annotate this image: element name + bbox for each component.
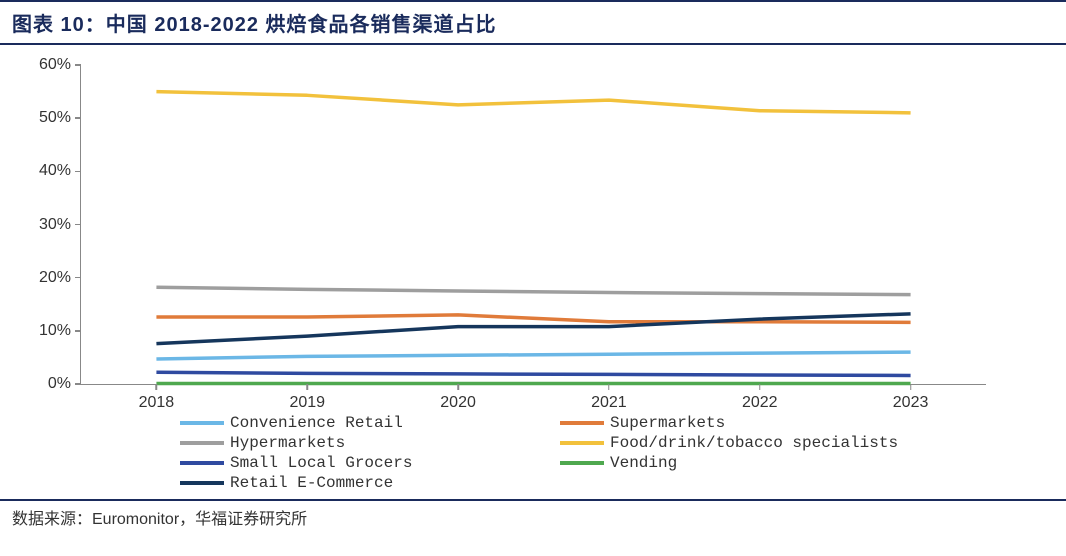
legend-label: Supermarkets	[610, 414, 725, 432]
legend-item: Small Local Grocers	[180, 453, 560, 473]
series-line	[156, 92, 910, 113]
y-tick-label: 0%	[21, 375, 71, 393]
legend: Convenience RetailSupermarketsHypermarke…	[180, 413, 940, 493]
x-tick-mark	[457, 384, 459, 390]
legend-label: Hypermarkets	[230, 434, 345, 452]
legend-swatch	[180, 441, 224, 445]
x-tick-mark	[156, 384, 158, 390]
legend-row: Hypermarkets Food/drink/tobacco specialis…	[180, 433, 940, 453]
source-bar: 数据来源：Euromonitor，华福证券研究所	[0, 499, 1066, 529]
legend-item: Food/drink/tobacco specialists	[560, 433, 940, 453]
y-tick-label: 10%	[21, 322, 71, 340]
y-tick-label: 30%	[21, 216, 71, 234]
y-tick-mark	[75, 64, 81, 66]
legend-label: Retail E-Commerce	[230, 474, 393, 492]
legend-item: Convenience Retail	[180, 413, 560, 433]
legend-label: Convenience Retail	[230, 414, 403, 432]
title-bar: 图表 10：中国 2018-2022 烘焙食品各销售渠道占比	[0, 0, 1066, 45]
legend-row: Small Local Grocers Vending	[180, 453, 940, 473]
y-tick-mark	[75, 277, 81, 279]
legend-swatch	[180, 481, 224, 485]
legend-row: Convenience Retail Supermarkets	[180, 413, 940, 433]
y-tick-mark	[75, 224, 81, 226]
y-tick-mark	[75, 117, 81, 119]
x-tick-mark	[759, 384, 761, 390]
legend-label: Food/drink/tobacco specialists	[610, 434, 898, 452]
legend-row: Retail E-Commerce	[180, 473, 940, 493]
chart-area: 0%10%20%30%40%50%60%20182019202020212022…	[80, 65, 1026, 405]
legend-item: Vending	[560, 453, 940, 473]
line-series-svg	[81, 65, 986, 384]
legend-label: Vending	[610, 454, 677, 472]
legend-swatch	[180, 461, 224, 465]
x-tick-label: 2022	[742, 394, 778, 412]
x-tick-label: 2020	[440, 394, 476, 412]
figure-container: 图表 10：中国 2018-2022 烘焙食品各销售渠道占比 0%10%20%3…	[0, 0, 1066, 556]
x-tick-label: 2018	[139, 394, 175, 412]
y-tick-mark	[75, 383, 81, 385]
legend-item: Supermarkets	[560, 413, 940, 433]
y-tick-mark	[75, 171, 81, 173]
y-tick-label: 60%	[21, 56, 71, 74]
plot-region: 0%10%20%30%40%50%60%20182019202020212022…	[80, 65, 986, 385]
legend-label: Small Local Grocers	[230, 454, 412, 472]
x-tick-mark	[307, 384, 309, 390]
chart-title: 图表 10：中国 2018-2022 烘焙食品各销售渠道占比	[12, 14, 497, 36]
legend-swatch	[180, 421, 224, 425]
y-tick-label: 40%	[21, 162, 71, 180]
y-tick-label: 20%	[21, 269, 71, 287]
legend-item: Hypermarkets	[180, 433, 560, 453]
x-tick-label: 2021	[591, 394, 627, 412]
source-text: 数据来源：Euromonitor，华福证券研究所	[12, 511, 307, 528]
x-tick-mark	[608, 384, 610, 390]
y-tick-mark	[75, 330, 81, 332]
y-tick-label: 50%	[21, 109, 71, 127]
legend-swatch	[560, 441, 604, 445]
series-line	[156, 287, 910, 294]
legend-swatch	[560, 421, 604, 425]
series-line	[156, 352, 910, 359]
x-tick-mark	[910, 384, 912, 390]
x-tick-label: 2019	[289, 394, 325, 412]
legend-item: Retail E-Commerce	[180, 473, 560, 493]
x-tick-label: 2023	[893, 394, 929, 412]
series-line	[156, 372, 910, 375]
legend-swatch	[560, 461, 604, 465]
